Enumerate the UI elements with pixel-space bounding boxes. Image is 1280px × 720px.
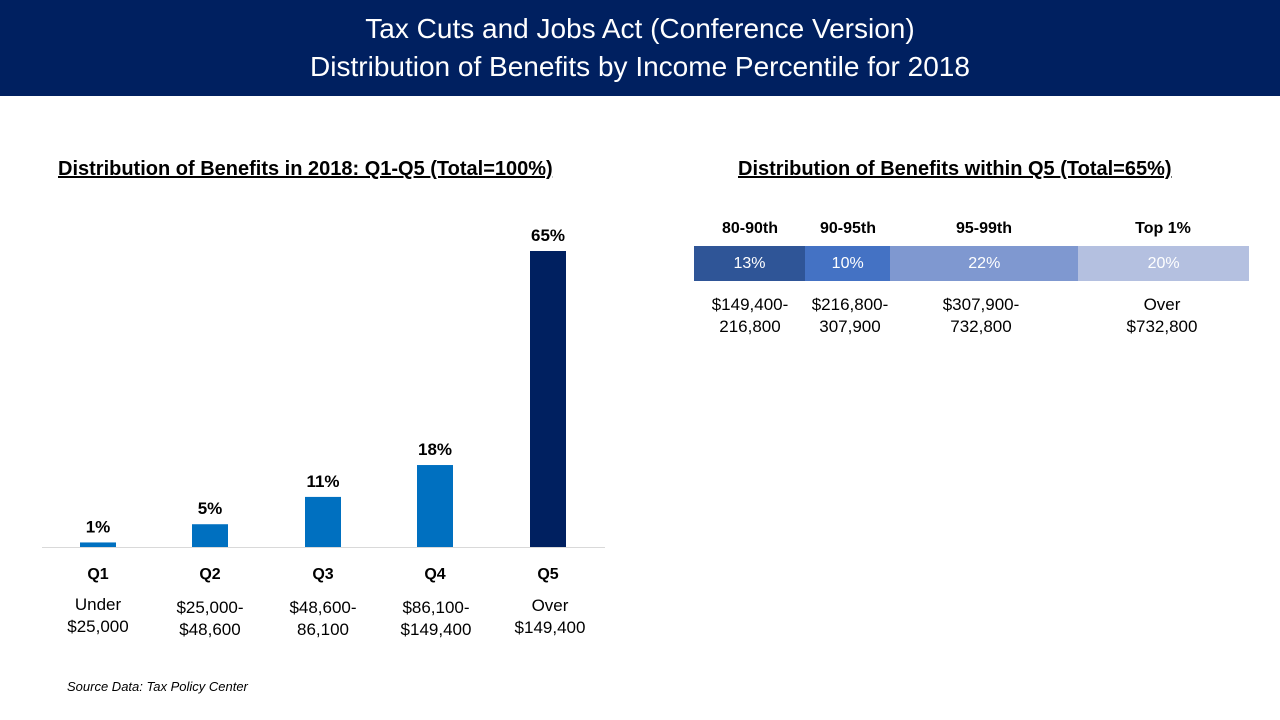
range-line: 216,800: [719, 317, 781, 336]
bar-q2: [192, 524, 228, 547]
q5-segment-80-90th: 13%: [694, 246, 805, 281]
bar-q3: [305, 496, 341, 547]
segment-header: 95-99th: [955, 220, 1013, 237]
category-label-q2: Q2: [199, 566, 220, 583]
range-line: Over: [531, 596, 569, 615]
page-title-line1: Tax Cuts and Jobs Act (Conference Versio…: [365, 13, 915, 44]
segment-income-range: $307,900- 732,800: [921, 294, 1041, 338]
range-line: $149,400: [514, 618, 586, 637]
data-label-q2: 5%: [198, 499, 223, 518]
range-line: $307,900-: [942, 295, 1020, 314]
segment-header: 80-90th: [721, 220, 779, 237]
range-line: $732,800: [1126, 317, 1198, 336]
segment-header: Top 1%: [1135, 220, 1191, 237]
data-label-q4: 18%: [418, 440, 452, 459]
bar-q5: [530, 251, 566, 547]
segment-income-range: Over $732,800: [1102, 294, 1222, 338]
category-label-q3: Q3: [312, 566, 333, 583]
segment-income-range: $216,800- 307,900: [790, 294, 910, 338]
range-line: 86,100: [297, 620, 349, 639]
page-title-line2: Distribution of Benefits by Income Perce…: [310, 51, 970, 82]
bar-q1: [80, 542, 116, 547]
q5-segment-90-95th: 10%: [805, 246, 891, 281]
category-label-q5: Q5: [537, 566, 558, 583]
data-label-q1: 1%: [86, 517, 111, 536]
header-banner: Tax Cuts and Jobs Act (Conference Versio…: [0, 0, 1280, 96]
income-range-q5: Over $149,400: [495, 595, 605, 639]
range-line: 307,900: [819, 317, 881, 336]
income-range-q2: $25,000- $48,600: [155, 597, 265, 641]
range-line: $48,600-: [289, 598, 357, 617]
data-label-q3: 11%: [306, 472, 339, 491]
segment-header: 90-95th: [819, 220, 877, 237]
range-line: $149,400-: [711, 295, 789, 314]
range-line: $25,000: [67, 617, 129, 636]
range-line: $149,400: [400, 620, 472, 639]
range-line: $86,100-: [402, 598, 470, 617]
source-note: Source Data: Tax Policy Center: [67, 679, 248, 694]
income-range-q3: $48,600- 86,100: [268, 597, 378, 641]
q5-segment-top-1: 20%: [1078, 246, 1249, 281]
income-range-q4: $86,100- $149,400: [381, 597, 491, 641]
bar-q4: [417, 465, 453, 547]
data-label-q5: 65%: [531, 226, 565, 245]
category-label-q1: Q1: [87, 566, 108, 583]
right-chart-title: Distribution of Benefits within Q5 (Tota…: [738, 158, 1172, 180]
range-line: Over: [1143, 295, 1181, 314]
income-range-q1: Under $25,000: [43, 594, 153, 638]
range-line: 732,800: [950, 317, 1012, 336]
q5-segment-95-99th: 22%: [890, 246, 1079, 281]
range-line: $216,800-: [811, 295, 889, 314]
range-line: Under: [74, 595, 122, 614]
segment-income-range: $149,400- 216,800: [690, 294, 810, 338]
category-label-q4: Q4: [424, 566, 445, 583]
range-line: $48,600: [179, 620, 241, 639]
left-chart-title: Distribution of Benefits in 2018: Q1-Q5 …: [58, 158, 553, 180]
range-line: $25,000-: [176, 598, 244, 617]
